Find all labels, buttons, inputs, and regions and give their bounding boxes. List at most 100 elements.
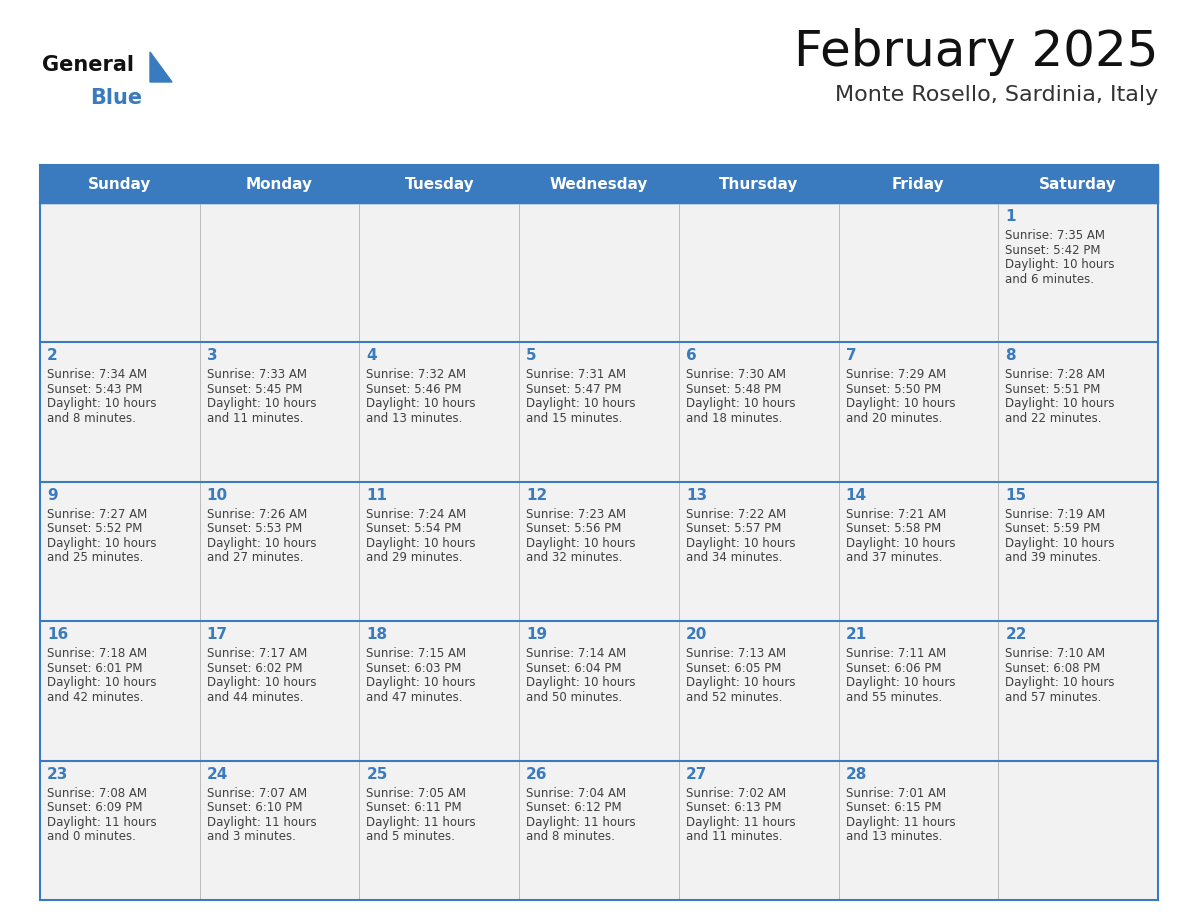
Text: Daylight: 10 hours: Daylight: 10 hours xyxy=(207,397,316,410)
Text: Daylight: 10 hours: Daylight: 10 hours xyxy=(526,677,636,689)
Text: and 37 minutes.: and 37 minutes. xyxy=(846,552,942,565)
Text: 24: 24 xyxy=(207,767,228,781)
Text: Thursday: Thursday xyxy=(719,176,798,192)
Text: Sunset: 5:52 PM: Sunset: 5:52 PM xyxy=(48,522,143,535)
Text: Daylight: 11 hours: Daylight: 11 hours xyxy=(48,815,157,829)
Text: Monte Rosello, Sardinia, Italy: Monte Rosello, Sardinia, Italy xyxy=(835,85,1158,105)
Text: Daylight: 10 hours: Daylight: 10 hours xyxy=(366,397,476,410)
Text: 16: 16 xyxy=(48,627,68,643)
Text: and 39 minutes.: and 39 minutes. xyxy=(1005,552,1101,565)
Text: Sunset: 5:51 PM: Sunset: 5:51 PM xyxy=(1005,383,1100,396)
Text: Sunrise: 7:17 AM: Sunrise: 7:17 AM xyxy=(207,647,307,660)
Text: Daylight: 10 hours: Daylight: 10 hours xyxy=(207,677,316,689)
Bar xyxy=(200,203,360,342)
Text: Daylight: 10 hours: Daylight: 10 hours xyxy=(685,677,795,689)
Text: Sunrise: 7:18 AM: Sunrise: 7:18 AM xyxy=(48,647,147,660)
Text: Monday: Monday xyxy=(246,176,314,192)
Text: Sunday: Sunday xyxy=(88,176,152,192)
Bar xyxy=(360,482,519,621)
Text: Sunset: 5:53 PM: Sunset: 5:53 PM xyxy=(207,522,302,535)
Text: Sunrise: 7:33 AM: Sunrise: 7:33 AM xyxy=(207,368,307,381)
Bar xyxy=(40,203,200,342)
Text: 6: 6 xyxy=(685,349,696,364)
Text: Daylight: 10 hours: Daylight: 10 hours xyxy=(685,397,795,410)
Text: Sunset: 5:57 PM: Sunset: 5:57 PM xyxy=(685,522,782,535)
Polygon shape xyxy=(150,52,172,82)
Text: and 8 minutes.: and 8 minutes. xyxy=(48,412,135,425)
Text: Sunrise: 7:08 AM: Sunrise: 7:08 AM xyxy=(48,787,147,800)
Text: Sunrise: 7:26 AM: Sunrise: 7:26 AM xyxy=(207,508,307,521)
Text: 17: 17 xyxy=(207,627,228,643)
Text: and 13 minutes.: and 13 minutes. xyxy=(366,412,463,425)
Text: 15: 15 xyxy=(1005,487,1026,503)
Bar xyxy=(998,482,1158,621)
Text: and 27 minutes.: and 27 minutes. xyxy=(207,552,303,565)
Text: and 44 minutes.: and 44 minutes. xyxy=(207,690,303,704)
Text: 21: 21 xyxy=(846,627,867,643)
Text: and 25 minutes.: and 25 minutes. xyxy=(48,552,144,565)
Bar xyxy=(519,482,678,621)
Text: Sunset: 6:11 PM: Sunset: 6:11 PM xyxy=(366,801,462,814)
Text: Daylight: 10 hours: Daylight: 10 hours xyxy=(1005,258,1114,271)
Bar xyxy=(200,621,360,761)
Text: Daylight: 10 hours: Daylight: 10 hours xyxy=(1005,677,1114,689)
Bar xyxy=(360,342,519,482)
Bar xyxy=(678,203,839,342)
Text: 1: 1 xyxy=(1005,209,1016,224)
Text: 7: 7 xyxy=(846,349,857,364)
Bar xyxy=(839,482,998,621)
Text: Sunset: 5:43 PM: Sunset: 5:43 PM xyxy=(48,383,143,396)
Text: Sunrise: 7:04 AM: Sunrise: 7:04 AM xyxy=(526,787,626,800)
Text: Sunset: 5:47 PM: Sunset: 5:47 PM xyxy=(526,383,621,396)
Bar xyxy=(200,482,360,621)
Text: Sunrise: 7:01 AM: Sunrise: 7:01 AM xyxy=(846,787,946,800)
Text: and 52 minutes.: and 52 minutes. xyxy=(685,690,782,704)
Text: and 42 minutes.: and 42 minutes. xyxy=(48,690,144,704)
Text: Sunrise: 7:30 AM: Sunrise: 7:30 AM xyxy=(685,368,785,381)
Text: Sunrise: 7:24 AM: Sunrise: 7:24 AM xyxy=(366,508,467,521)
Bar xyxy=(40,342,200,482)
Text: Sunrise: 7:34 AM: Sunrise: 7:34 AM xyxy=(48,368,147,381)
Bar xyxy=(678,621,839,761)
Text: Blue: Blue xyxy=(90,88,143,108)
Text: and 32 minutes.: and 32 minutes. xyxy=(526,552,623,565)
Text: 18: 18 xyxy=(366,627,387,643)
Bar xyxy=(519,203,678,342)
Text: and 55 minutes.: and 55 minutes. xyxy=(846,690,942,704)
Text: Daylight: 10 hours: Daylight: 10 hours xyxy=(1005,537,1114,550)
Text: 25: 25 xyxy=(366,767,387,781)
Bar xyxy=(839,342,998,482)
Bar xyxy=(360,203,519,342)
Text: and 5 minutes.: and 5 minutes. xyxy=(366,830,455,843)
Text: Sunset: 6:15 PM: Sunset: 6:15 PM xyxy=(846,801,941,814)
Text: 10: 10 xyxy=(207,487,228,503)
Bar xyxy=(519,761,678,900)
Bar xyxy=(40,621,200,761)
Bar xyxy=(678,482,839,621)
Text: Sunset: 6:05 PM: Sunset: 6:05 PM xyxy=(685,662,782,675)
Text: Sunset: 6:03 PM: Sunset: 6:03 PM xyxy=(366,662,462,675)
Text: Daylight: 10 hours: Daylight: 10 hours xyxy=(1005,397,1114,410)
Text: 9: 9 xyxy=(48,487,58,503)
Bar xyxy=(519,342,678,482)
Text: Sunset: 6:09 PM: Sunset: 6:09 PM xyxy=(48,801,143,814)
Text: Daylight: 11 hours: Daylight: 11 hours xyxy=(366,815,476,829)
Text: Daylight: 10 hours: Daylight: 10 hours xyxy=(685,537,795,550)
Text: February 2025: February 2025 xyxy=(794,28,1158,76)
Bar xyxy=(40,165,1158,203)
Text: and 8 minutes.: and 8 minutes. xyxy=(526,830,615,843)
Text: 13: 13 xyxy=(685,487,707,503)
Bar xyxy=(998,621,1158,761)
Text: Daylight: 10 hours: Daylight: 10 hours xyxy=(846,397,955,410)
Text: Daylight: 10 hours: Daylight: 10 hours xyxy=(846,537,955,550)
Text: Daylight: 10 hours: Daylight: 10 hours xyxy=(48,397,157,410)
Text: 14: 14 xyxy=(846,487,867,503)
Text: Sunset: 6:13 PM: Sunset: 6:13 PM xyxy=(685,801,782,814)
Text: Sunrise: 7:31 AM: Sunrise: 7:31 AM xyxy=(526,368,626,381)
Text: Sunrise: 7:07 AM: Sunrise: 7:07 AM xyxy=(207,787,307,800)
Bar xyxy=(360,621,519,761)
Text: Sunrise: 7:19 AM: Sunrise: 7:19 AM xyxy=(1005,508,1106,521)
Text: and 20 minutes.: and 20 minutes. xyxy=(846,412,942,425)
Text: and 50 minutes.: and 50 minutes. xyxy=(526,690,623,704)
Text: and 34 minutes.: and 34 minutes. xyxy=(685,552,782,565)
